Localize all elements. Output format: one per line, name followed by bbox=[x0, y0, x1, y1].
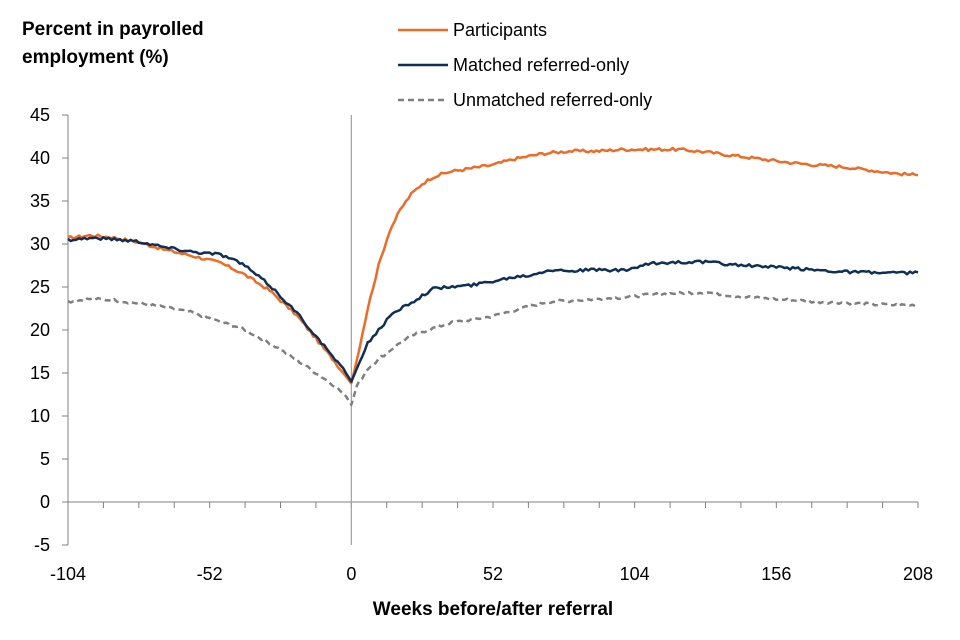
x-tick-label: -52 bbox=[197, 564, 223, 584]
x-tick-label: 0 bbox=[346, 564, 356, 584]
y-tick-label: 35 bbox=[30, 191, 50, 211]
legend: Participants Matched referred-only Unmatch… bbox=[398, 20, 652, 110]
series-line-matched-referred-only bbox=[67, 236, 919, 383]
y-axis-title-line-2: employment (%) bbox=[22, 47, 169, 68]
y-tick-label: 25 bbox=[30, 277, 50, 297]
y-tick-label: 15 bbox=[30, 363, 50, 383]
legend-label: Matched referred-only bbox=[453, 55, 629, 75]
legend-label: Unmatched referred-only bbox=[453, 90, 652, 110]
y-tick-label: 5 bbox=[40, 449, 50, 469]
x-tick-label: 208 bbox=[903, 564, 933, 584]
series-group bbox=[67, 146, 919, 407]
y-tick-label: 30 bbox=[30, 234, 50, 254]
y-tick-label: 20 bbox=[30, 320, 50, 340]
series-line-participants bbox=[67, 146, 919, 385]
series-line-unmatched-referred-only bbox=[67, 290, 919, 407]
legend-label: Participants bbox=[453, 20, 547, 40]
y-tick-label: 10 bbox=[30, 406, 50, 426]
x-tick-label: 156 bbox=[761, 564, 791, 584]
y-tick-label: 40 bbox=[30, 148, 50, 168]
y-tick-label: -5 bbox=[34, 535, 50, 555]
x-tick-label: 52 bbox=[483, 564, 503, 584]
y-tick-label: 0 bbox=[40, 492, 50, 512]
y-axis-title-line-1: Percent in payrolled bbox=[22, 19, 204, 40]
x-tick-label: -104 bbox=[50, 564, 86, 584]
x-axis-title: Weeks before/after referral bbox=[373, 599, 613, 620]
y-tick-label: 45 bbox=[30, 105, 50, 125]
axes-group: -5 0 5 10 15 20 25 30 35 40 45 -104 -52 0 52 104 156 208 bbox=[30, 105, 933, 584]
x-tick-label: 104 bbox=[620, 564, 650, 584]
